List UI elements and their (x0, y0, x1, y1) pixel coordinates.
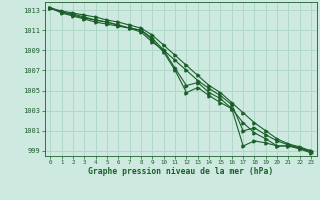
X-axis label: Graphe pression niveau de la mer (hPa): Graphe pression niveau de la mer (hPa) (88, 167, 273, 176)
